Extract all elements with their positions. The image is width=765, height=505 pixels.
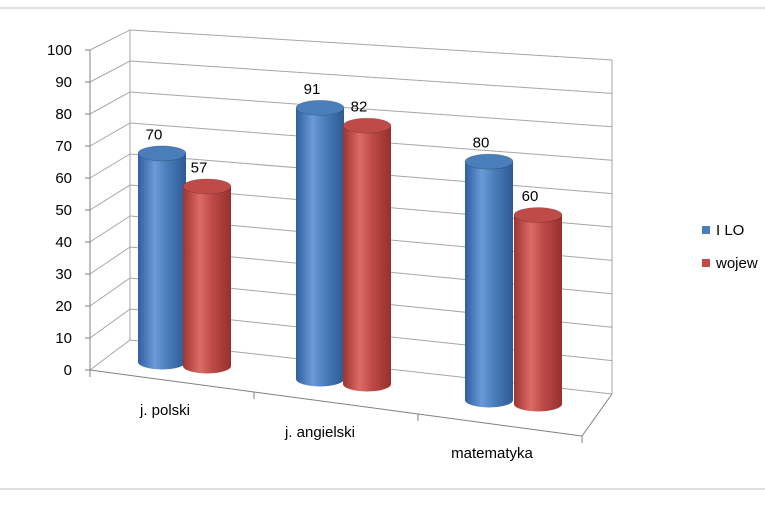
x-category-labels: j. polski j. angielski matematyka [139, 402, 534, 462]
bar-body [296, 107, 344, 387]
gridline-side-5 [89, 184, 131, 211]
x-category-label: j. angielski [284, 424, 355, 441]
y-tick-label: 80 [55, 106, 72, 123]
y-tick-label: 20 [55, 298, 72, 315]
bar-0-1 [295, 100, 345, 387]
y-tick-labels: 0 10 20 30 40 50 60 70 80 90 100 [47, 42, 72, 379]
bar-body [514, 215, 562, 412]
x-category-label: j. polski [139, 402, 190, 419]
legend-swatch-i-lo [702, 226, 710, 234]
bar-top-cap [182, 178, 232, 195]
y-tick-label: 30 [55, 266, 72, 283]
y-tick-label: 40 [55, 234, 72, 251]
gridline-back-10 [129, 29, 613, 61]
bar-body [138, 153, 186, 370]
gridline-side-0 [89, 339, 131, 371]
gridline-side-4 [89, 215, 131, 243]
bar-top-cap [342, 117, 392, 134]
data-label: 91 [304, 81, 321, 98]
y-tick-label: 60 [55, 170, 72, 187]
gridline-side-2 [89, 277, 131, 307]
bar-0-2 [464, 153, 514, 408]
legend-label-wojew: wojew [715, 255, 758, 272]
bar-top-cap [137, 145, 187, 162]
data-label: 70 [146, 126, 163, 143]
floor-right-edge [581, 393, 613, 437]
y-tick-label: 70 [55, 138, 72, 155]
y-tick-label: 90 [55, 74, 72, 91]
legend-swatch-wojew [702, 259, 710, 267]
bar-0-0 [137, 145, 187, 370]
y-tick-label: 10 [55, 330, 72, 347]
gridline-side-7 [89, 122, 131, 147]
data-labels: 70 91 80 57 82 60 [146, 81, 539, 205]
x-axis-front [89, 369, 583, 437]
legend: I LO wojew [702, 222, 758, 272]
legend-label-i-lo: I LO [716, 222, 744, 239]
gridline-back-9 [129, 60, 613, 94]
y-tick-label: 50 [55, 202, 72, 219]
gridline-side-10 [89, 29, 131, 51]
gridline-back-8 [129, 91, 613, 128]
x-category-label: matematyka [451, 445, 533, 462]
bar-body [465, 161, 513, 408]
y-tick-label: 100 [47, 42, 72, 59]
bar-body [183, 186, 231, 374]
data-label: 60 [522, 188, 539, 205]
data-label: 82 [351, 99, 368, 116]
bar-top-cap [464, 153, 514, 170]
bar-1-2 [513, 207, 563, 412]
bar-body [343, 125, 391, 392]
gridline-side-9 [89, 60, 131, 83]
bar-top-cap [295, 100, 345, 116]
bar-top-cap [513, 207, 563, 223]
y-tick-label: 0 [64, 362, 72, 379]
gridline-side-1 [89, 308, 131, 339]
gridline-side-3 [89, 246, 131, 275]
data-label: 80 [473, 135, 490, 152]
data-label: 57 [191, 159, 208, 176]
gridline-side-8 [89, 91, 131, 115]
gridline-side-6 [89, 153, 131, 179]
bars [137, 100, 563, 412]
bar-1-1 [342, 117, 392, 392]
axes [85, 30, 613, 443]
bar-1-0 [182, 178, 232, 374]
